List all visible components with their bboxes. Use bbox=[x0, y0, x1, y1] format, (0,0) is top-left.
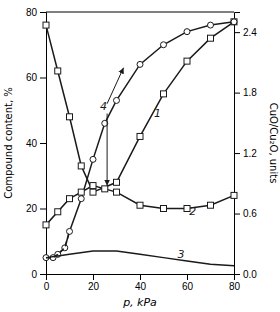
marker bbox=[43, 22, 49, 28]
tick: 1.2 bbox=[234, 148, 257, 159]
tick: 80 bbox=[229, 274, 241, 292]
axis-line bbox=[235, 13, 241, 275]
axis: 0 20 40 60 80 bbox=[26, 7, 47, 280]
axis: 0 20 40 60 80 bbox=[44, 274, 241, 292]
tick: 0 bbox=[31, 269, 46, 280]
marker bbox=[184, 58, 190, 64]
axis-line bbox=[47, 275, 235, 281]
frame-line bbox=[46, 12, 234, 13]
annotation-arrow bbox=[107, 68, 123, 104]
tick-mark bbox=[40, 143, 46, 144]
marker bbox=[208, 35, 214, 41]
marker bbox=[231, 19, 237, 25]
marker bbox=[67, 196, 73, 202]
marker bbox=[90, 156, 96, 162]
marker bbox=[208, 202, 214, 208]
annotation: 4 bbox=[100, 100, 107, 113]
tick: 40 bbox=[26, 138, 46, 149]
tick-label: 1.2 bbox=[243, 148, 257, 159]
tick: 0 bbox=[44, 274, 50, 292]
series-line bbox=[46, 231, 70, 257]
tick: 40 bbox=[135, 274, 147, 292]
tick-label: 20 bbox=[88, 281, 100, 292]
marker bbox=[102, 186, 108, 192]
tick-label: 80 bbox=[26, 7, 38, 18]
annotation-arrow bbox=[107, 114, 108, 186]
marker bbox=[231, 192, 237, 198]
tick: 0.6 bbox=[234, 208, 257, 219]
tick-label: 1.8 bbox=[243, 87, 257, 98]
marker bbox=[67, 114, 73, 120]
tick-label: 40 bbox=[26, 138, 38, 149]
tick-label: 60 bbox=[182, 281, 194, 292]
marker bbox=[184, 29, 190, 35]
marker bbox=[208, 22, 214, 28]
tick: 0.0 bbox=[234, 269, 257, 280]
axis: 0.0 0.6 1.2 1.8 2.4 bbox=[234, 13, 257, 280]
annotation: 1 bbox=[154, 107, 161, 120]
series-line bbox=[46, 22, 234, 192]
tick-mark bbox=[40, 209, 46, 210]
x-axis-title: p, kPa bbox=[122, 296, 157, 309]
series-line bbox=[46, 186, 234, 225]
tick-mark bbox=[140, 274, 141, 280]
tick-mark bbox=[93, 274, 94, 280]
series-line bbox=[46, 251, 234, 266]
marker bbox=[78, 163, 84, 169]
tick-mark bbox=[234, 214, 240, 215]
tick-label: 2.4 bbox=[243, 27, 257, 38]
marker bbox=[78, 189, 84, 195]
marker bbox=[55, 209, 61, 215]
series-line bbox=[46, 22, 234, 258]
marker bbox=[67, 228, 73, 234]
marker bbox=[43, 222, 49, 228]
y2-axis-title: CuO/Cu₂O, units bbox=[268, 103, 279, 184]
tick: 60 bbox=[182, 274, 194, 292]
tick-label: 0.0 bbox=[243, 269, 257, 280]
marker bbox=[161, 42, 167, 48]
marker bbox=[90, 189, 96, 195]
marker bbox=[231, 19, 237, 25]
chart: 0204060800204060800.00.61.21.82.4p, kPaC… bbox=[0, 0, 280, 312]
tick: 1.8 bbox=[234, 87, 257, 98]
tick-mark bbox=[40, 78, 46, 79]
tick-label: 80 bbox=[229, 281, 241, 292]
marker bbox=[114, 189, 120, 195]
marker bbox=[161, 206, 167, 212]
tick: 80 bbox=[26, 7, 46, 18]
plot: 0204060800204060800.00.61.21.82.4p, kPaC… bbox=[3, 7, 279, 309]
tick: 2.4 bbox=[234, 27, 257, 38]
marker bbox=[137, 61, 143, 67]
tick-mark bbox=[234, 274, 240, 275]
marker bbox=[114, 97, 120, 103]
tick-label: 40 bbox=[135, 281, 147, 292]
tick: 60 bbox=[26, 72, 46, 83]
tick: 20 bbox=[26, 203, 46, 214]
tick-mark bbox=[234, 32, 240, 33]
tick-mark bbox=[234, 153, 240, 154]
tick-label: 60 bbox=[26, 72, 38, 83]
axis-line bbox=[40, 13, 47, 275]
y-axis-title: Compound content, % bbox=[3, 87, 14, 199]
tick-label: 0.6 bbox=[243, 208, 257, 219]
tick-label: 0 bbox=[31, 269, 37, 280]
marker bbox=[137, 202, 143, 208]
tick-mark bbox=[187, 274, 188, 280]
annotations: 1 2 3 4 bbox=[100, 68, 196, 261]
tick: 20 bbox=[88, 274, 100, 292]
annotation: 2 bbox=[189, 205, 196, 218]
marks bbox=[43, 19, 237, 266]
tick-mark bbox=[40, 274, 46, 275]
tick-label: 20 bbox=[26, 203, 38, 214]
annotation: 3 bbox=[178, 248, 185, 261]
marker bbox=[161, 91, 167, 97]
tick-label: 0 bbox=[44, 281, 50, 292]
marker bbox=[90, 183, 96, 189]
marker bbox=[78, 196, 84, 202]
marker bbox=[55, 68, 61, 74]
marker bbox=[114, 179, 120, 185]
tick-mark bbox=[40, 12, 46, 13]
marker bbox=[137, 133, 143, 139]
tick-mark bbox=[234, 93, 240, 94]
